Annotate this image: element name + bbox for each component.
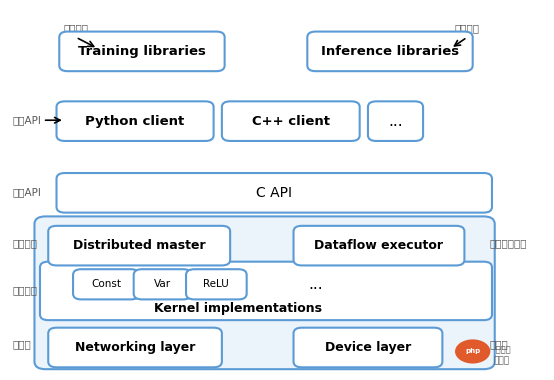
FancyBboxPatch shape (73, 269, 139, 299)
Text: 上层API: 上层API (12, 115, 42, 125)
Text: Device layer: Device layer (325, 341, 411, 354)
Text: ReLU: ReLU (203, 279, 229, 289)
FancyBboxPatch shape (34, 216, 495, 369)
Text: ·中文网: ·中文网 (493, 346, 511, 355)
Text: Const: Const (91, 279, 121, 289)
FancyBboxPatch shape (186, 269, 247, 299)
FancyBboxPatch shape (294, 226, 464, 266)
Text: php: php (465, 348, 480, 355)
Text: Kernel implementations: Kernel implementations (155, 302, 322, 315)
FancyBboxPatch shape (222, 101, 360, 141)
Text: Inference libraries: Inference libraries (321, 45, 459, 58)
Text: C API: C API (257, 186, 293, 200)
Text: Training libraries: Training libraries (78, 45, 206, 58)
FancyBboxPatch shape (307, 32, 473, 71)
FancyBboxPatch shape (48, 328, 222, 367)
Text: ...: ... (388, 114, 403, 129)
Text: 推断的库: 推断的库 (455, 23, 480, 33)
Text: 底层API: 底层API (12, 187, 42, 197)
FancyBboxPatch shape (40, 262, 492, 320)
FancyBboxPatch shape (57, 173, 492, 213)
Text: Var: Var (154, 279, 171, 289)
FancyBboxPatch shape (368, 101, 423, 141)
Text: Distributed master: Distributed master (73, 239, 206, 252)
FancyBboxPatch shape (57, 101, 214, 141)
FancyBboxPatch shape (134, 269, 192, 299)
Text: 设备层: 设备层 (489, 340, 508, 350)
Text: ...: ... (308, 277, 323, 292)
Text: Python client: Python client (85, 115, 184, 128)
Text: 分布主机: 分布主机 (12, 238, 38, 248)
Text: C++ client: C++ client (252, 115, 330, 128)
FancyBboxPatch shape (48, 226, 230, 266)
Circle shape (455, 339, 490, 364)
Text: Networking layer: Networking layer (75, 341, 195, 354)
Text: 训练的库: 训练的库 (63, 23, 88, 33)
Text: 数据流执行器: 数据流执行器 (489, 238, 527, 248)
FancyBboxPatch shape (59, 32, 224, 71)
Text: 网格层: 网格层 (12, 340, 31, 350)
Text: 操作实现: 操作实现 (12, 285, 38, 295)
FancyBboxPatch shape (294, 328, 442, 367)
Text: 设备层: 设备层 (493, 356, 509, 365)
Text: Dataflow executor: Dataflow executor (315, 239, 443, 252)
